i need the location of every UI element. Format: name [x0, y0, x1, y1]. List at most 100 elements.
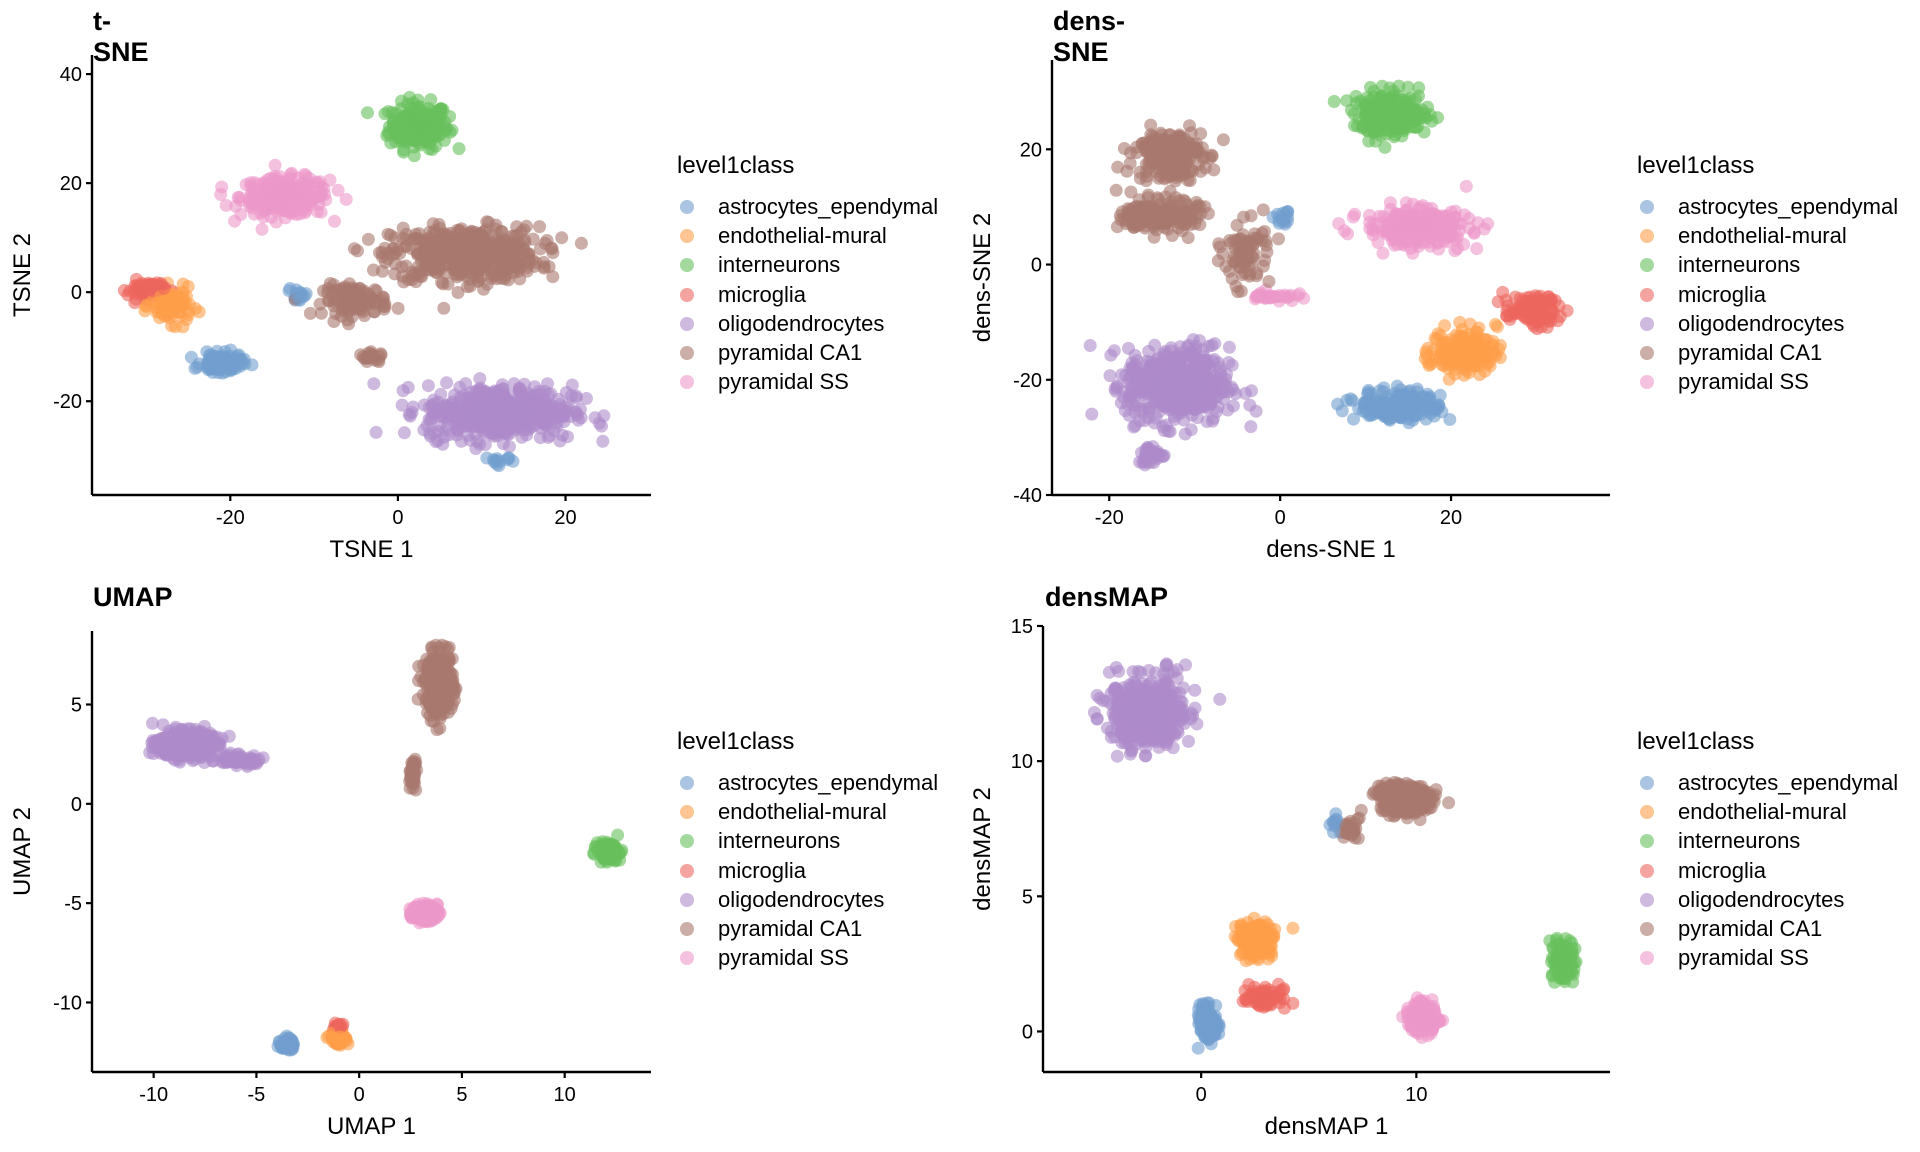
data-point: [303, 306, 317, 320]
data-point: [1362, 102, 1375, 116]
data-point: [339, 192, 353, 206]
data-point: [1230, 218, 1244, 232]
data-point: [1244, 420, 1258, 434]
data-point: [1327, 95, 1341, 108]
data-point: [1207, 163, 1221, 177]
data-point: [1136, 388, 1150, 402]
y-tick-label: -20: [1013, 370, 1042, 392]
data-point: [569, 391, 583, 405]
data-point: [1499, 293, 1513, 307]
data-point: [369, 425, 383, 439]
x-tick-label: -20: [1095, 507, 1124, 529]
data-point: [1138, 208, 1152, 222]
points-umap: [143, 638, 629, 1057]
data-point: [1414, 217, 1428, 231]
data-point: [440, 376, 454, 390]
data-point: [1178, 427, 1192, 441]
data-point: [1332, 217, 1346, 231]
data-point: [1107, 344, 1121, 358]
data-point: [1225, 358, 1239, 372]
data-point: [430, 122, 444, 136]
data-point: [1214, 364, 1227, 378]
data-point: [1223, 264, 1236, 278]
data-point: [1438, 319, 1452, 333]
data-point: [1398, 118, 1412, 131]
data-point: [406, 133, 419, 147]
data-point: [528, 259, 542, 273]
data-point: [1173, 169, 1187, 183]
data-point: [596, 434, 610, 448]
data-point: [1197, 362, 1211, 376]
data-point: [388, 123, 402, 137]
data-point: [407, 149, 421, 163]
data-point: [1133, 165, 1147, 179]
data-point: [234, 208, 248, 221]
x-tick-label: 20: [554, 507, 576, 529]
data-point: [252, 177, 266, 191]
data-point: [1190, 386, 1204, 400]
data-point: [579, 392, 593, 405]
data-point: [391, 301, 405, 315]
data-point: [300, 188, 314, 202]
data-point: [268, 158, 282, 172]
data-point: [1526, 317, 1539, 331]
data-point: [396, 221, 410, 235]
data-point: [1434, 341, 1448, 355]
data-point: [1144, 118, 1158, 132]
data-point: [428, 245, 442, 259]
data-point: [506, 454, 520, 468]
data-point: [1155, 354, 1169, 368]
data-point: [574, 236, 588, 250]
data-point: [205, 356, 219, 370]
data-point: [1159, 170, 1173, 184]
panel-title-umap: UMAP: [93, 582, 173, 612]
data-point: [1229, 279, 1243, 293]
data-point: [406, 269, 420, 283]
data-point: [1412, 397, 1426, 411]
data-point: [1189, 343, 1203, 357]
data-point: [1468, 357, 1482, 371]
data-point: [588, 411, 602, 425]
data-point: [1262, 275, 1276, 288]
data-point: [1123, 156, 1137, 170]
data-point: [476, 424, 490, 438]
data-point: [452, 224, 466, 238]
data-point: [1135, 137, 1149, 151]
data-point: [1448, 348, 1462, 362]
data-point: [1083, 339, 1097, 352]
data-point: [1256, 203, 1270, 217]
data-point: [1178, 150, 1192, 164]
data-point: [556, 428, 569, 442]
data-point: [473, 372, 487, 386]
data-point: [1178, 195, 1192, 209]
data-point: [537, 400, 551, 414]
data-point: [1408, 102, 1422, 115]
data-point: [1103, 369, 1117, 383]
data-point: [511, 264, 525, 278]
points-tsne: [117, 90, 611, 473]
data-point: [1224, 236, 1237, 250]
data-point: [1348, 207, 1362, 221]
y-tick-label: -20: [53, 391, 82, 413]
data-point: [214, 188, 228, 201]
data-point: [439, 423, 453, 437]
data-point: [168, 320, 182, 334]
data-point: [449, 401, 463, 415]
data-point: [1386, 84, 1400, 98]
data-point: [210, 344, 224, 358]
data-point: [1211, 254, 1225, 268]
data-point: [1196, 152, 1210, 166]
data-point: [1517, 303, 1531, 317]
data-point: [123, 284, 137, 298]
data-point: [1375, 90, 1389, 104]
data-point: [1254, 290, 1268, 304]
data-point: [1489, 318, 1502, 331]
data-point: [1194, 207, 1208, 220]
data-point: [1364, 80, 1377, 94]
data-point: [1401, 80, 1415, 94]
data-point: [231, 191, 245, 204]
data-point: [1122, 409, 1136, 422]
data-point: [1399, 196, 1413, 210]
data-point: [396, 384, 410, 398]
